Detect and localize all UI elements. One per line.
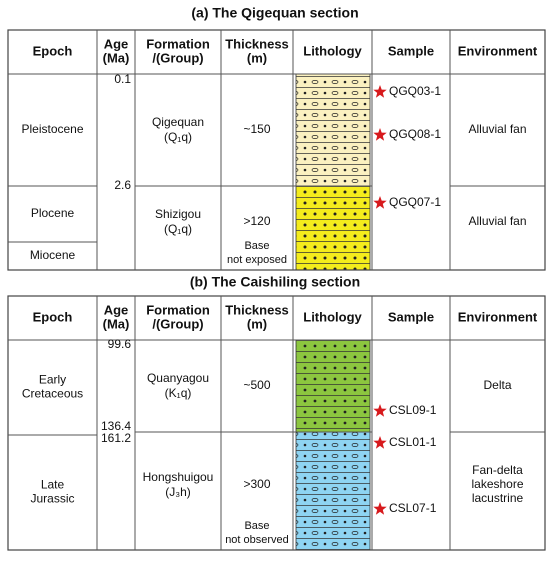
lithology-unit (295, 339, 371, 433)
column-header: (m) (247, 316, 267, 331)
environment: lakeshore (471, 477, 523, 491)
base-note: Base (244, 520, 269, 532)
table-frame (7, 29, 546, 271)
epoch: Late (41, 478, 65, 492)
table-frame (7, 295, 546, 551)
formation-name: Shizigou (155, 207, 201, 221)
column-header: Sample (388, 43, 434, 58)
column-header: Formation (146, 302, 210, 317)
base-note: not exposed (227, 254, 287, 266)
column-header: Age (104, 302, 129, 317)
age: 0.1 (114, 72, 131, 86)
sample-label: CSL09-1 (389, 403, 437, 417)
formation-name: Qigequan (152, 115, 204, 129)
thickness: >120 (243, 214, 270, 228)
column-header: Thickness (225, 36, 289, 51)
sample-star (373, 128, 387, 141)
sample-label: CSL01-1 (389, 435, 437, 449)
column-header: Sample (388, 309, 434, 324)
formation-code: (K₁q) (165, 386, 192, 400)
environment: lacustrine (472, 491, 524, 505)
lithology-unit (295, 73, 371, 187)
thickness: ~150 (243, 122, 270, 136)
epoch: Cretaceous (22, 387, 83, 401)
formation-name: Hongshuigou (143, 470, 214, 484)
column-header: Thickness (225, 302, 289, 317)
column-header: Lithology (303, 43, 362, 58)
thickness: ~500 (243, 378, 270, 392)
column-header: /(Group) (152, 316, 203, 331)
age: 136.4 (101, 419, 131, 433)
formation-code: (Q₁q) (164, 222, 192, 236)
base-note: not observed (225, 534, 289, 546)
section-title: (b) The Caishiling section (190, 274, 360, 290)
base-note: Base (244, 240, 269, 252)
section-title: (a) The Qigequan section (191, 5, 358, 21)
column-header: Age (104, 36, 129, 51)
environment: Alluvial fan (468, 214, 526, 228)
sample-star (373, 196, 387, 209)
environment: Alluvial fan (468, 122, 526, 136)
column-header: Epoch (33, 43, 73, 58)
column-header: Environment (458, 309, 538, 324)
epoch: Jurassic (30, 492, 74, 506)
column-header: (Ma) (103, 316, 130, 331)
epoch: Early (39, 373, 66, 387)
thickness: >300 (243, 477, 270, 491)
sample-star (373, 404, 387, 417)
lithology-unit (295, 185, 371, 271)
sample-label: QGQ03-1 (389, 84, 441, 98)
age: 99.6 (108, 337, 132, 351)
column-header: Epoch (33, 309, 73, 324)
sample-star (373, 502, 387, 515)
age: 2.6 (114, 178, 131, 192)
environment: Delta (483, 378, 511, 392)
sample-label: QGQ07-1 (389, 195, 441, 209)
sample-label: CSL07-1 (389, 501, 437, 515)
column-header: (m) (247, 50, 267, 65)
epoch: Miocene (30, 248, 76, 262)
formation-name: Quanyagou (147, 371, 209, 385)
sample-star (373, 436, 387, 449)
sample-label: QGQ08-1 (389, 127, 441, 141)
column-header: Lithology (303, 309, 362, 324)
environment: Fan-delta (472, 463, 523, 477)
epoch: Plocene (31, 206, 75, 220)
column-header: (Ma) (103, 50, 130, 65)
column-header: Formation (146, 36, 210, 51)
sample-star (373, 85, 387, 98)
formation-code: (Q₁q) (164, 130, 192, 144)
lithology-unit (295, 431, 371, 551)
formation-code: (J₃h) (165, 485, 191, 499)
column-header: /(Group) (152, 50, 203, 65)
epoch: Pleistocene (21, 122, 83, 136)
age: 161.2 (101, 431, 131, 445)
column-header: Environment (458, 43, 538, 58)
